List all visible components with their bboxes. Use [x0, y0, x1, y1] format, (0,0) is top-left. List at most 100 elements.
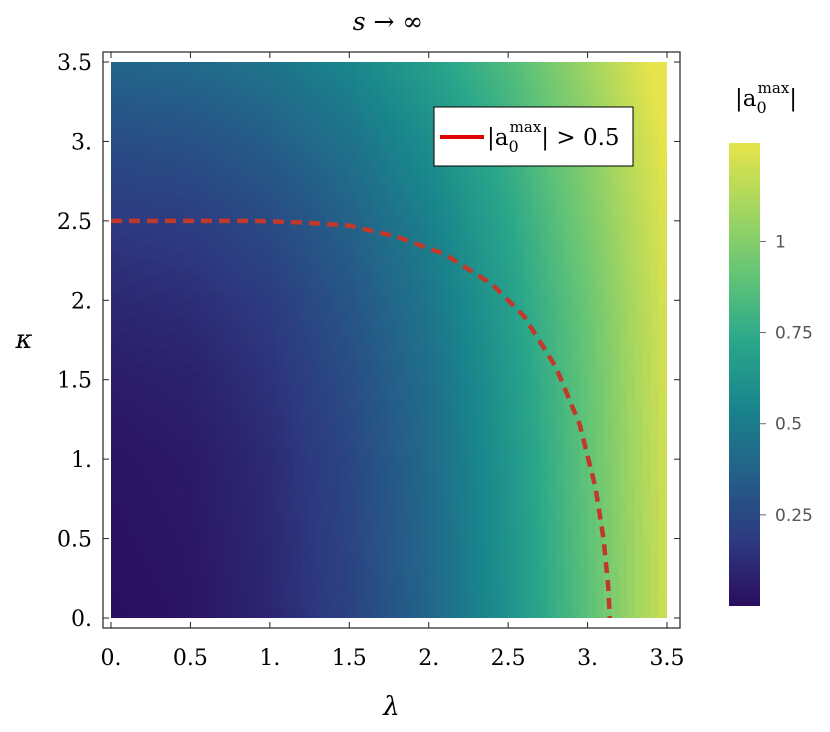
heatmap-cell — [158, 260, 168, 270]
heatmap-cell — [206, 467, 215, 476]
heatmap-cell — [381, 514, 390, 524]
heatmap-cell — [508, 347, 517, 357]
heatmap-cell — [174, 538, 184, 548]
heatmap-cell — [285, 594, 295, 603]
heatmap-cell — [261, 451, 271, 460]
heatmap-cell — [539, 276, 549, 285]
heatmap-cell — [396, 602, 406, 611]
heatmap-cell — [285, 443, 295, 452]
heatmap-cell — [373, 133, 382, 143]
heatmap-cell — [428, 189, 438, 198]
heatmap-cell — [571, 498, 581, 508]
heatmap-cell — [150, 324, 160, 333]
heatmap-cell — [404, 443, 414, 452]
heatmap-cell — [412, 93, 422, 103]
heatmap-cell — [547, 554, 557, 563]
heatmap-cell — [365, 363, 374, 373]
heatmap-cell — [396, 562, 406, 571]
heatmap-cell — [301, 141, 311, 150]
heatmap-cell — [428, 197, 438, 206]
heatmap-cell — [142, 522, 152, 532]
heatmap-cell — [357, 284, 366, 293]
heatmap-cell — [539, 594, 549, 603]
heatmap-cell — [389, 554, 398, 563]
heatmap-cell — [190, 228, 199, 238]
heatmap-cell — [619, 228, 628, 238]
heatmap-cell — [476, 244, 485, 254]
heatmap-cell — [166, 77, 176, 87]
heatmap-cell — [198, 602, 207, 611]
heatmap-cell — [373, 268, 382, 278]
heatmap-cell — [500, 427, 509, 436]
heatmap-cell — [508, 435, 517, 444]
heatmap-cell — [484, 467, 493, 476]
heatmap-cell — [206, 260, 215, 270]
heatmap-cell — [190, 125, 199, 135]
heatmap-cell — [277, 538, 287, 548]
heatmap-cell — [635, 204, 644, 214]
heatmap-cell — [396, 427, 406, 436]
heatmap-cell — [547, 220, 557, 230]
heatmap-cell — [357, 173, 366, 182]
heatmap-cell — [428, 570, 438, 579]
heatmap-cell — [643, 133, 652, 143]
heatmap-cell — [476, 300, 485, 309]
heatmap-cell — [428, 610, 438, 618]
heatmap-cell — [404, 514, 414, 524]
heatmap-cell — [317, 514, 327, 524]
heatmap-cell — [301, 395, 311, 405]
heatmap-cell — [389, 93, 398, 103]
heatmap-cell — [317, 85, 327, 95]
heatmap-cell — [230, 85, 239, 95]
heatmap-cell — [619, 514, 628, 524]
heatmap-cell — [277, 467, 287, 476]
heatmap-cell — [555, 562, 565, 571]
heatmap-cell — [508, 101, 517, 111]
heatmap-cell — [659, 276, 667, 285]
heatmap-cell — [500, 371, 509, 381]
heatmap-cell — [174, 165, 184, 174]
heatmap-cell — [357, 482, 366, 492]
heatmap-cell — [285, 522, 295, 532]
heatmap-cell — [436, 371, 446, 381]
heatmap-cell — [524, 324, 533, 333]
heatmap-cell — [309, 69, 319, 79]
heatmap-cell — [134, 125, 144, 135]
heatmap-cell — [659, 252, 667, 262]
heatmap-cell — [174, 403, 184, 413]
heatmap-cell — [492, 244, 501, 254]
heatmap-cell — [158, 324, 168, 333]
heatmap-cell — [357, 363, 366, 373]
heatmap-cell — [404, 562, 414, 571]
heatmap-cell — [500, 197, 509, 206]
heatmap-cell — [150, 260, 160, 270]
heatmap-cell — [420, 411, 430, 421]
heatmap-cell — [396, 292, 406, 301]
heatmap-cell — [269, 212, 279, 222]
heatmap-cell — [531, 554, 541, 563]
heatmap-cell — [508, 252, 517, 262]
heatmap-cell — [508, 506, 517, 516]
heatmap-cell — [412, 125, 422, 135]
heatmap-cell — [277, 363, 287, 373]
heatmap-cell — [198, 427, 207, 436]
heatmap-cell — [317, 157, 327, 166]
heatmap-cell — [476, 340, 485, 349]
heatmap-cell — [468, 85, 477, 95]
heatmap-cell — [412, 459, 422, 468]
heatmap-cell — [325, 451, 334, 460]
heatmap-cell — [317, 538, 327, 548]
heatmap-cell — [452, 292, 462, 301]
heatmap-cell — [611, 101, 620, 111]
heatmap-cell — [643, 62, 652, 71]
heatmap-cell — [158, 300, 168, 309]
heatmap-cell — [579, 244, 589, 254]
heatmap-cell — [603, 284, 612, 293]
heatmap-cell — [253, 530, 263, 540]
heatmap-cell — [150, 562, 160, 571]
heatmap-cell — [396, 570, 406, 579]
heatmap-cell — [460, 189, 470, 198]
heatmap-cell — [651, 355, 660, 365]
heatmap-cell — [611, 498, 620, 508]
heatmap-cell — [126, 482, 136, 492]
